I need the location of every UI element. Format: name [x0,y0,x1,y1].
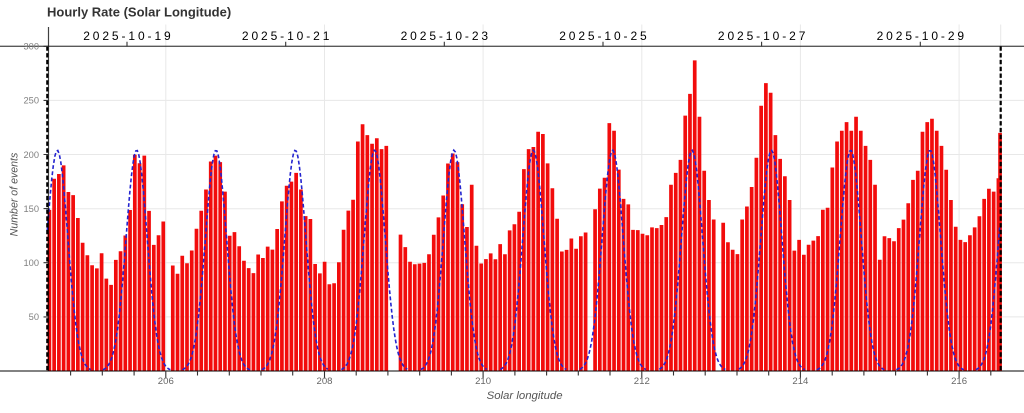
svg-text:214: 214 [792,376,809,387]
svg-text:208: 208 [316,376,332,387]
svg-text:2025-10-19: 2025-10-19 [83,29,173,43]
svg-text:2025-10-23: 2025-10-23 [401,29,491,43]
svg-text:2025-10-21: 2025-10-21 [242,29,332,43]
svg-text:2025-10-25: 2025-10-25 [559,29,649,43]
svg-text:300: 300 [23,42,39,52]
svg-text:Solar longitude: Solar longitude [487,390,563,402]
svg-text:2025-10-29: 2025-10-29 [877,29,967,43]
svg-text:210: 210 [475,376,491,387]
svg-text:206: 206 [158,376,174,387]
svg-text:212: 212 [634,376,650,387]
svg-text:Hourly Rate (Solar Longitude): Hourly Rate (Solar Longitude) [47,5,231,20]
svg-text:50: 50 [29,312,39,322]
svg-text:200: 200 [23,150,39,160]
svg-text:150: 150 [23,204,39,214]
svg-text:100: 100 [23,258,39,268]
svg-text:Number of events: Number of events [9,152,21,236]
svg-text:2025-10-27: 2025-10-27 [718,29,808,43]
svg-text:216: 216 [951,376,967,387]
svg-text:250: 250 [23,96,39,106]
